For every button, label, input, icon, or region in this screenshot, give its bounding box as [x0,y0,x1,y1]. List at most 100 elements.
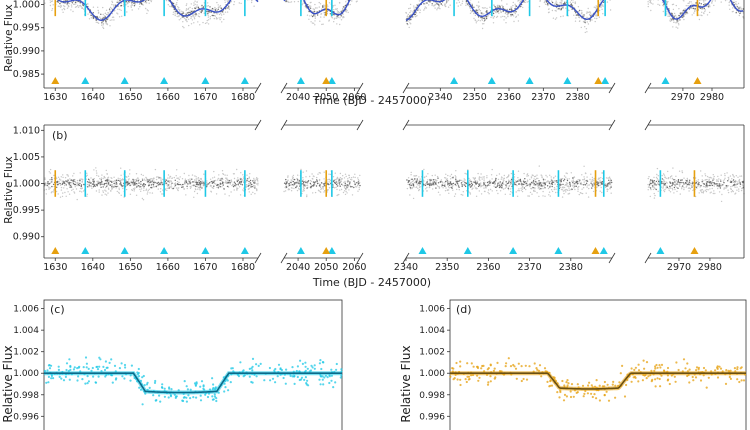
b-binned-point [293,178,296,181]
b-raw-point [445,177,447,179]
b-raw-point [91,187,93,189]
b-raw-point [601,172,603,174]
a-binned-point [485,11,488,13]
b-raw-point [79,178,81,181]
b-binned-point [335,181,337,183]
b-binned-point [140,183,142,185]
b-raw-point [217,177,219,180]
b-raw-point [49,168,52,171]
b-binned-point [137,180,140,182]
b-raw-point [225,180,227,182]
a-transit-marker-orange [594,77,603,84]
a-raw-point [224,0,226,1]
b-raw-point [425,188,427,190]
a-raw-point [579,20,581,22]
b-raw-point [62,192,64,194]
a-raw-point [729,8,731,10]
b-raw-point [553,180,555,182]
a-binned-point [181,16,183,18]
b-raw-point [67,175,70,177]
a-binned-point [103,17,105,19]
a-binned-point [416,4,419,7]
a-raw-point [554,18,557,20]
a-raw-point [492,22,495,24]
a-raw-point [92,6,95,8]
a-raw-point [424,6,426,8]
b-raw-point [57,176,60,178]
a-raw-point [306,14,309,16]
b-raw-point [60,179,62,181]
a-raw-point [687,5,689,7]
b-raw-point [502,180,504,183]
b-binned-point [433,179,435,181]
b-raw-point [88,180,91,182]
b-binned-point [508,181,510,183]
a-raw-point [544,3,547,5]
b-binned-point [51,185,53,188]
b-binned-point [523,187,525,189]
b-raw-point [170,186,173,188]
b-raw-point [144,179,146,182]
b-binned-point [483,182,485,184]
a-binned-point [466,3,469,5]
a-raw-point [598,9,601,12]
b-raw-point [500,178,502,180]
b-raw-point [145,188,148,190]
a-raw-point [517,14,519,16]
b-binned-point [88,184,90,186]
a-raw-point [408,19,411,22]
a-raw-point [602,13,604,15]
b-raw-point [118,188,121,191]
a-raw-point [60,4,62,7]
b-raw-point [167,185,169,187]
a-raw-point [220,14,223,16]
b-binned-point [211,180,213,183]
b-raw-point [551,190,554,193]
a-raw-point [309,15,311,17]
b-raw-point [101,174,103,176]
b-raw-point [197,177,200,179]
a-raw-point [101,24,103,26]
a-raw-point [150,0,153,1]
b-raw-point [79,190,81,192]
a-transit-marker-cyan [296,77,305,84]
a-raw-point [514,11,516,13]
a-raw-point [672,26,674,28]
b-raw-point [350,177,353,179]
b-binned-point [141,179,144,181]
a-raw-point [127,5,129,8]
b-raw-point [521,184,523,186]
b-raw-point [505,186,507,188]
a-raw-point [90,17,93,19]
a-raw-point [333,21,335,23]
a-raw-point [587,23,590,25]
b-raw-point [462,191,464,193]
b-raw-point [314,191,317,194]
a-raw-point [581,14,584,16]
a-raw-point [514,4,517,7]
a-xtick-label: 1630 [43,92,67,103]
b-raw-point [442,187,444,189]
a-raw-point [489,6,491,8]
b-raw-point [112,180,115,183]
b-raw-point [73,191,75,193]
a-raw-point [230,0,232,3]
b-raw-point [107,192,109,194]
a-raw-point [336,8,338,10]
b-raw-point [447,174,449,177]
a-raw-point [648,0,651,1]
a-raw-point [97,9,99,12]
b-raw-point [472,177,474,179]
a-binned-point [228,5,230,7]
b-raw-point [588,184,590,186]
b-raw-point [226,174,228,176]
b-binned-point [70,186,73,188]
a-raw-point [572,1,574,3]
b-raw-point [334,172,336,174]
b-binned-point [307,180,310,182]
a-raw-point [193,18,196,20]
a-raw-point [219,18,221,21]
a-raw-point [215,13,218,15]
b-raw-point [473,177,475,180]
a-raw-point [346,9,348,12]
